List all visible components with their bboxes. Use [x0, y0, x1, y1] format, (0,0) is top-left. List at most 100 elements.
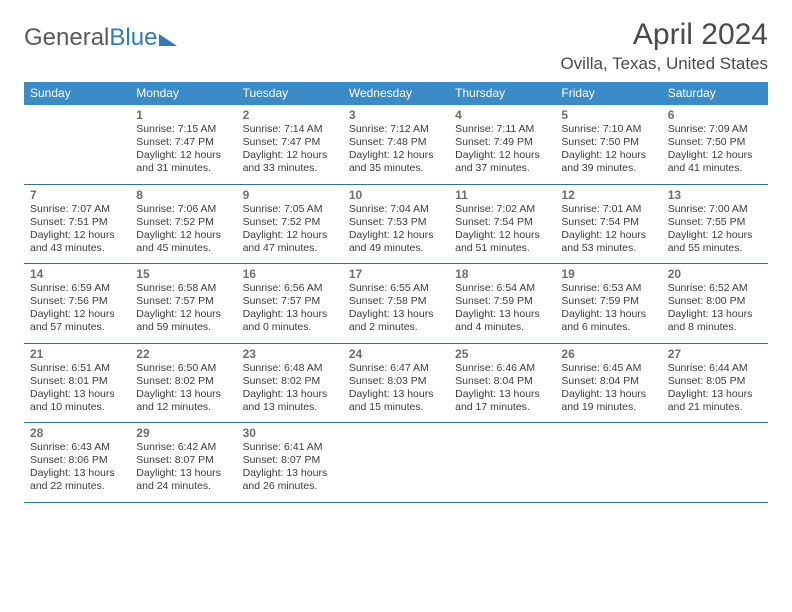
day-info-line: Sunrise: 6:44 AM: [668, 362, 762, 375]
day-info-line: Sunrise: 6:56 AM: [243, 282, 337, 295]
day-info-line: Daylight: 12 hours: [349, 229, 443, 242]
day-info-line: Sunrise: 6:54 AM: [455, 282, 549, 295]
brand-part2: Blue: [109, 24, 157, 52]
day-info-line: Sunset: 7:48 PM: [349, 136, 443, 149]
day-info-line: Daylight: 13 hours: [349, 308, 443, 321]
day-info-line: Daylight: 13 hours: [349, 388, 443, 401]
day-info-line: and 45 minutes.: [136, 242, 230, 255]
day-cell: 18Sunrise: 6:54 AMSunset: 7:59 PMDayligh…: [449, 264, 555, 343]
day-number: 8: [136, 188, 230, 202]
week-row: 21Sunrise: 6:51 AMSunset: 8:01 PMDayligh…: [24, 344, 768, 424]
day-info-line: Sunset: 8:07 PM: [136, 454, 230, 467]
day-info-line: and 49 minutes.: [349, 242, 443, 255]
day-number: 26: [561, 347, 655, 361]
day-info-line: and 55 minutes.: [668, 242, 762, 255]
day-info-line: Sunrise: 7:09 AM: [668, 123, 762, 136]
day-info-line: Sunrise: 6:43 AM: [30, 441, 124, 454]
day-info-line: Daylight: 12 hours: [349, 149, 443, 162]
day-number: 25: [455, 347, 549, 361]
brand-part1: General: [24, 24, 109, 52]
day-info-line: Sunrise: 7:14 AM: [243, 123, 337, 136]
location-text: Ovilla, Texas, United States: [560, 54, 768, 74]
day-info-line: and 57 minutes.: [30, 321, 124, 334]
day-info-line: Sunrise: 7:01 AM: [561, 203, 655, 216]
day-number: 4: [455, 108, 549, 122]
day-cell: 1Sunrise: 7:15 AMSunset: 7:47 PMDaylight…: [130, 105, 236, 184]
day-info-line: Sunset: 7:52 PM: [243, 216, 337, 229]
day-info-line: Daylight: 13 hours: [455, 388, 549, 401]
day-cell: [449, 423, 555, 502]
day-info-line: Daylight: 12 hours: [243, 149, 337, 162]
day-info-line: and 37 minutes.: [455, 162, 549, 175]
day-info-line: and 17 minutes.: [455, 401, 549, 414]
day-number: 9: [243, 188, 337, 202]
day-info-line: Sunrise: 7:12 AM: [349, 123, 443, 136]
day-info-line: Sunrise: 6:51 AM: [30, 362, 124, 375]
dow-cell: Thursday: [449, 82, 555, 105]
day-number: 7: [30, 188, 124, 202]
day-info-line: Sunrise: 6:58 AM: [136, 282, 230, 295]
day-cell: [343, 423, 449, 502]
day-cell: 15Sunrise: 6:58 AMSunset: 7:57 PMDayligh…: [130, 264, 236, 343]
day-info-line: Sunset: 7:58 PM: [349, 295, 443, 308]
day-cell: 8Sunrise: 7:06 AMSunset: 7:52 PMDaylight…: [130, 185, 236, 264]
week-row: 7Sunrise: 7:07 AMSunset: 7:51 PM Daylight…: [24, 185, 768, 265]
day-info-line: Sunrise: 6:50 AM: [136, 362, 230, 375]
day-info-line: Sunset: 8:02 PM: [243, 375, 337, 388]
day-cell: 9Sunrise: 7:05 AMSunset: 7:52 PMDaylight…: [237, 185, 343, 264]
day-cell: 19Sunrise: 6:53 AMSunset: 7:59 PMDayligh…: [555, 264, 661, 343]
day-info-line: Sunrise: 7:15 AM: [136, 123, 230, 136]
day-number: 3: [349, 108, 443, 122]
dow-cell: Tuesday: [237, 82, 343, 105]
day-cell: 10Sunrise: 7:04 AMSunset: 7:53 PMDayligh…: [343, 185, 449, 264]
day-cell: 27Sunrise: 6:44 AMSunset: 8:05 PMDayligh…: [662, 344, 768, 423]
day-number: 1: [136, 108, 230, 122]
day-number: 27: [668, 347, 762, 361]
day-number: 10: [349, 188, 443, 202]
day-info-line: and 51 minutes.: [455, 242, 549, 255]
day-number: 23: [243, 347, 337, 361]
day-info-line: and 6 minutes.: [561, 321, 655, 334]
day-info-line: Daylight: 12 hours: [136, 308, 230, 321]
day-number: 15: [136, 267, 230, 281]
day-cell: 21Sunrise: 6:51 AMSunset: 8:01 PMDayligh…: [24, 344, 130, 423]
day-number: 16: [243, 267, 337, 281]
day-info-line: Sunset: 7:59 PM: [455, 295, 549, 308]
day-info-line: Daylight: 12 hours: [455, 229, 549, 242]
day-cell: 30Sunrise: 6:41 AMSunset: 8:07 PMDayligh…: [237, 423, 343, 502]
day-info-line: Daylight: 12 hours: [136, 229, 230, 242]
day-info-line: Sunrise: 7:02 AM: [455, 203, 549, 216]
day-info-line: Sunrise: 7:07 AM: [30, 203, 124, 216]
day-info-line: Sunrise: 7:05 AM: [243, 203, 337, 216]
day-info-line: Sunset: 7:55 PM: [668, 216, 762, 229]
day-cell: 25Sunrise: 6:46 AMSunset: 8:04 PMDayligh…: [449, 344, 555, 423]
day-info-line: Sunrise: 6:42 AM: [136, 441, 230, 454]
day-info-line: Sunset: 7:51 PM: [30, 216, 124, 229]
day-info-line: Sunset: 7:54 PM: [561, 216, 655, 229]
day-info-line: Daylight: 13 hours: [668, 388, 762, 401]
day-info-line: Daylight: 12 hours: [668, 229, 762, 242]
day-info-line: Daylight: 13 hours: [136, 388, 230, 401]
day-info-line: and 39 minutes.: [561, 162, 655, 175]
day-number: 21: [30, 347, 124, 361]
day-cell: 12Sunrise: 7:01 AMSunset: 7:54 PMDayligh…: [555, 185, 661, 264]
day-info-line: Sunset: 7:52 PM: [136, 216, 230, 229]
day-info-line: Sunset: 7:49 PM: [455, 136, 549, 149]
day-number: 28: [30, 426, 124, 440]
day-number: 6: [668, 108, 762, 122]
day-info-line: Sunset: 7:53 PM: [349, 216, 443, 229]
day-number: 22: [136, 347, 230, 361]
day-number: 19: [561, 267, 655, 281]
day-cell: 16Sunrise: 6:56 AMSunset: 7:57 PMDayligh…: [237, 264, 343, 343]
day-cell: 17Sunrise: 6:55 AMSunset: 7:58 PMDayligh…: [343, 264, 449, 343]
day-info-line: and 10 minutes.: [30, 401, 124, 414]
day-info-line: Daylight: 12 hours: [561, 149, 655, 162]
day-info-line: and 31 minutes.: [136, 162, 230, 175]
day-of-week-header: SundayMondayTuesdayWednesdayThursdayFrid…: [24, 82, 768, 105]
day-info-line: Daylight: 13 hours: [243, 388, 337, 401]
day-number: 29: [136, 426, 230, 440]
day-info-line: and 35 minutes.: [349, 162, 443, 175]
day-cell: 26Sunrise: 6:45 AMSunset: 8:04 PMDayligh…: [555, 344, 661, 423]
day-info-line: Sunset: 7:54 PM: [455, 216, 549, 229]
dow-cell: Sunday: [24, 82, 130, 105]
